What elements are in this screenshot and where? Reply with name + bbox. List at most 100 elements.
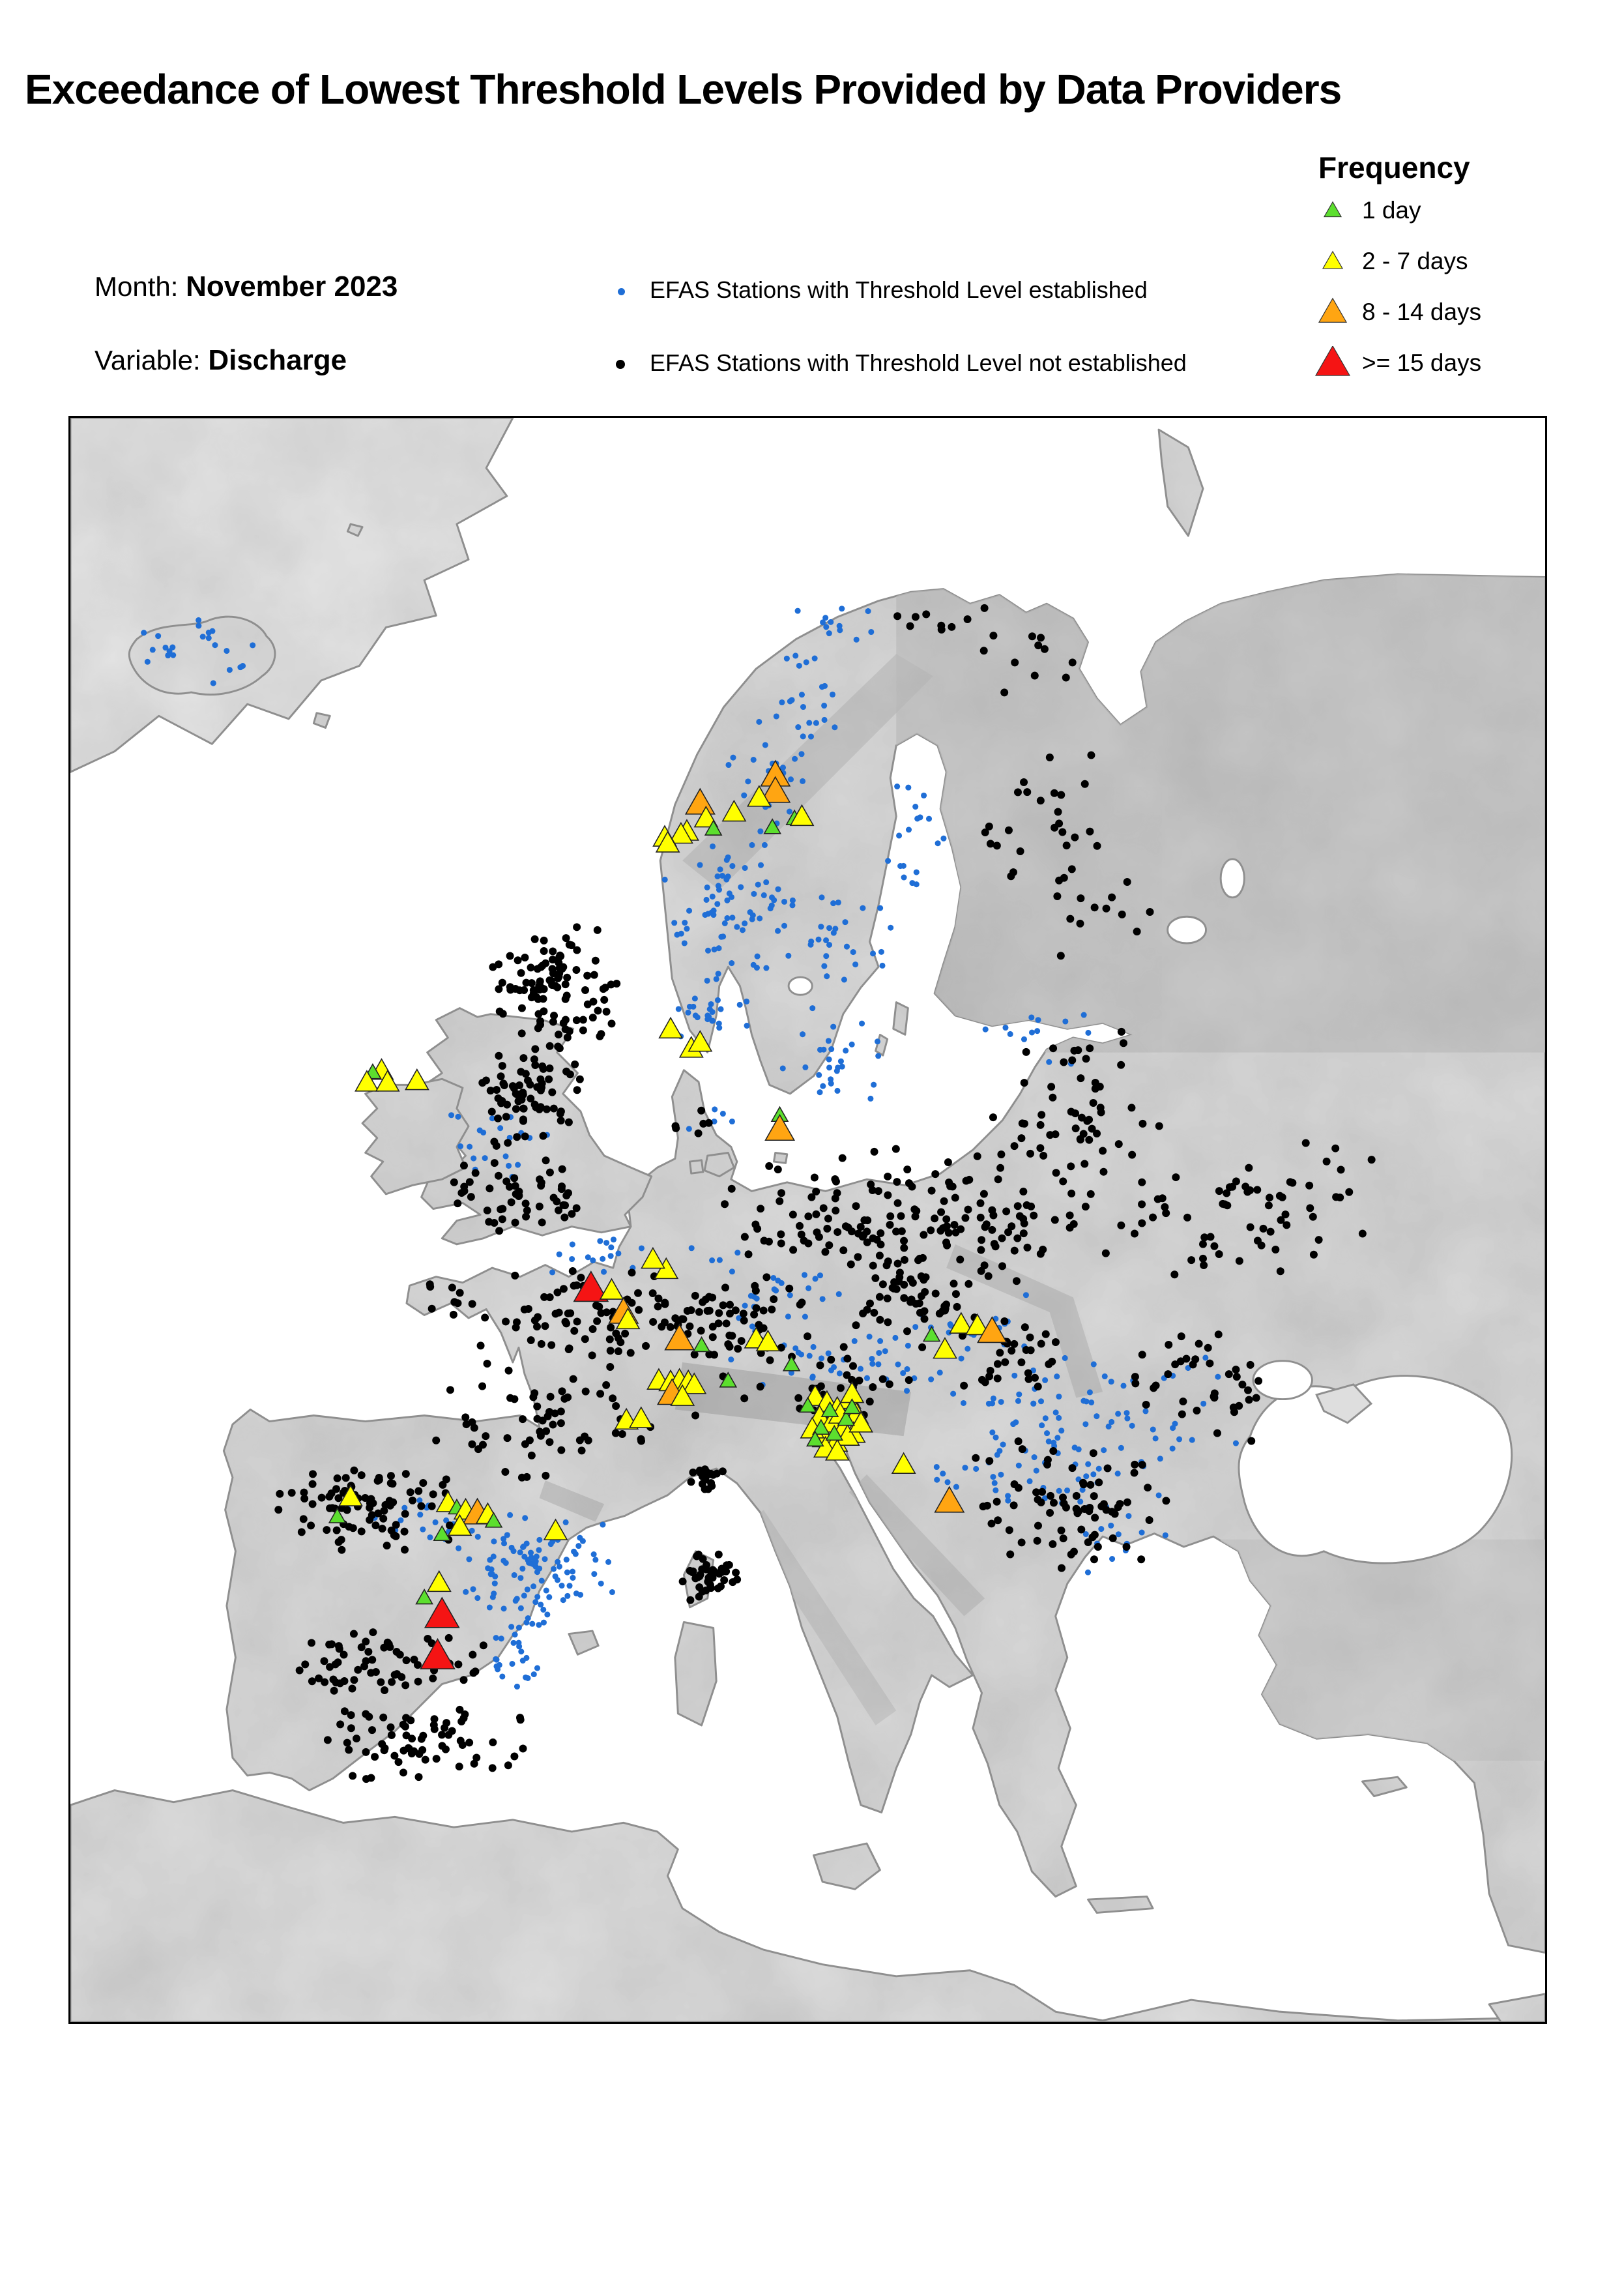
station-dot-not-established [705, 1293, 714, 1301]
station-dot-established [754, 953, 761, 960]
station-dot-not-established [770, 1295, 778, 1304]
station-dot-not-established [579, 1026, 587, 1034]
station-dot-not-established [1068, 1464, 1077, 1473]
station-dot-not-established [567, 941, 575, 950]
station-dot-not-established [694, 1550, 703, 1559]
station-dot-established [1000, 1441, 1006, 1448]
station-dot-not-established [513, 1133, 521, 1141]
station-dot-not-established [900, 1294, 908, 1302]
station-dot-established [704, 1012, 711, 1019]
station-dot-not-established [1182, 1355, 1191, 1363]
station-dot-not-established [832, 1207, 840, 1215]
station-dot-not-established [1057, 1526, 1066, 1534]
station-dot-not-established [410, 1655, 418, 1663]
station-dot-not-established [600, 995, 609, 1004]
station-dot-established [530, 1583, 537, 1590]
station-dot-not-established [548, 965, 557, 973]
station-dot-not-established [1013, 1234, 1022, 1242]
station-dot-established [521, 1592, 527, 1599]
station-dot-not-established [601, 984, 609, 992]
station-dot-not-established [950, 1220, 959, 1229]
station-dot-not-established [498, 978, 506, 987]
station-dot-established [843, 943, 850, 950]
station-dot-established [212, 642, 218, 649]
station-dot-established [514, 1683, 520, 1690]
station-dot-not-established [519, 1115, 527, 1124]
island-fyn [688, 1159, 704, 1175]
station-dot-not-established [326, 1663, 334, 1671]
station-dot-not-established [1099, 1167, 1108, 1176]
station-dot-not-established [1036, 1121, 1045, 1129]
station-dot-not-established [332, 1485, 341, 1493]
station-dot-established [615, 1250, 622, 1257]
station-dot-not-established [295, 1666, 304, 1675]
station-dot-not-established [386, 1723, 395, 1731]
station-dot-not-established [498, 1097, 506, 1106]
station-dot-not-established [759, 1306, 768, 1315]
station-dot-established [579, 1538, 586, 1544]
station-dot-not-established [905, 1376, 913, 1385]
station-dot-not-established [843, 1355, 852, 1363]
station-dot-not-established [982, 1220, 991, 1229]
station-dot-not-established [1020, 778, 1028, 786]
station-dot-not-established [336, 1720, 345, 1729]
station-dot-not-established [299, 1515, 308, 1523]
station-dot-not-established [843, 1371, 851, 1379]
station-dot-not-established [812, 1188, 820, 1196]
station-dot-established [734, 1250, 741, 1256]
station-dot-not-established [495, 1227, 504, 1235]
station-dot-established [558, 1582, 565, 1589]
station-dot-not-established [988, 1225, 996, 1234]
station-dot-established [781, 898, 788, 905]
station-dot-established [1013, 1419, 1019, 1426]
station-dot-established [810, 1343, 817, 1350]
station-dot-established [990, 1395, 996, 1401]
station-dot-established [686, 1003, 693, 1010]
station-dot-established [991, 1480, 998, 1486]
station-dot-established [500, 1605, 507, 1612]
station-dot-not-established [504, 1139, 512, 1147]
station-dot-established [1152, 1435, 1159, 1442]
station-dot-established [950, 1390, 957, 1397]
station-dot-not-established [1088, 1533, 1097, 1542]
station-dot-established [828, 1046, 835, 1053]
station-dot-not-established [551, 1310, 560, 1318]
station-dot-not-established [1094, 1542, 1102, 1551]
station-dot-established [762, 742, 768, 748]
station-dot-not-established [1039, 1246, 1047, 1254]
station-dot-not-established [877, 1229, 885, 1237]
station-dot-not-established [517, 1068, 525, 1076]
station-dot-not-established [1057, 791, 1066, 799]
station-dot-not-established [986, 1366, 994, 1375]
station-dot-established [1155, 1492, 1162, 1499]
station-dot-established [1090, 1361, 1097, 1368]
station-dot-established [522, 1515, 529, 1521]
variable-row: Variable: Discharge [94, 344, 347, 377]
station-dot-established [894, 784, 901, 790]
station-dot-not-established [823, 1224, 832, 1233]
island-bornholm [772, 1152, 789, 1164]
station-dot-not-established [1210, 1242, 1219, 1250]
exceedance-triangle-yellow [721, 799, 747, 822]
station-dot-established [749, 1323, 755, 1330]
exceedance-triangle-yellow [949, 1312, 974, 1334]
station-dot-not-established [482, 1432, 490, 1441]
station-dot-established [947, 1321, 953, 1328]
station-dot-not-established [1038, 1487, 1047, 1496]
station-dot-not-established [732, 1568, 740, 1577]
station-dot-not-established [1053, 892, 1062, 900]
station-dot-not-established [530, 1055, 538, 1064]
station-dot-established [603, 1240, 610, 1246]
station-dot-not-established [515, 986, 524, 995]
station-dot-not-established [545, 1438, 554, 1446]
station-dot-not-established [458, 1741, 467, 1750]
station-dot-established [877, 1338, 884, 1344]
station-dot-established [742, 865, 748, 872]
station-dot-not-established [998, 1262, 1006, 1270]
station-dot-established [591, 1571, 598, 1577]
island-sardinia [674, 1620, 718, 1727]
station-dot-not-established [740, 1394, 749, 1403]
station-dot-not-established [474, 1445, 482, 1454]
station-dot-established [549, 1269, 556, 1276]
station-dot-not-established [1037, 1340, 1045, 1348]
